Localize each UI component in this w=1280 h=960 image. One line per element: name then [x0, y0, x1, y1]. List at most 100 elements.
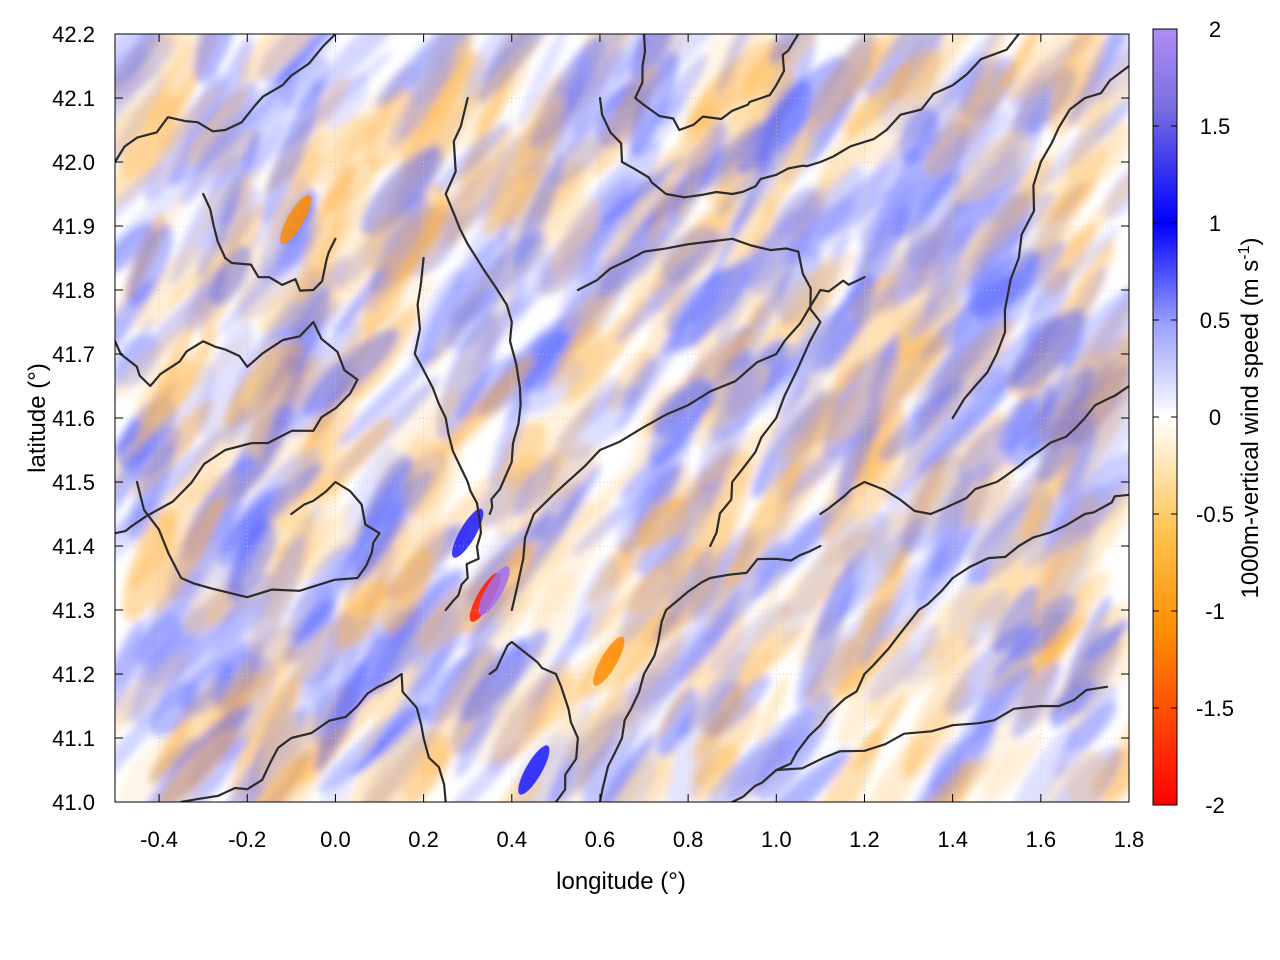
field-cell — [866, 631, 967, 720]
field-cell — [1066, 701, 1118, 752]
x-tick-label: -0.2 — [228, 827, 266, 852]
field-cell — [217, 227, 316, 336]
field-cell — [299, 600, 393, 685]
contour-line — [510, 276, 866, 612]
field-cell — [967, 475, 1044, 570]
colorbar-tick-label: -1.5 — [1196, 696, 1234, 721]
field-cell — [661, 249, 766, 356]
field-cell — [122, 508, 178, 622]
field-cell — [491, 661, 572, 767]
field-cell — [1065, 140, 1129, 258]
field-cell — [914, 469, 972, 606]
field-cell — [910, 754, 993, 802]
y-tick-label: 42.1 — [52, 86, 95, 111]
field-cell — [707, 34, 770, 101]
contour-line — [115, 320, 359, 535]
field-cell — [964, 589, 1008, 650]
field-cell — [412, 549, 512, 669]
colorbar-tick-label: -1 — [1205, 599, 1225, 624]
contour-line — [819, 384, 1129, 516]
y-axis: 41.0 41.1 41.2 41.3 41.4 41.5 41.6 41.7 41.8 41.9… — [52, 22, 1129, 815]
contour-line — [576, 237, 822, 548]
field-cell — [362, 252, 415, 335]
field-cell — [447, 126, 511, 247]
field-cell — [115, 620, 144, 724]
field-cell — [513, 155, 564, 269]
field-cell — [565, 430, 673, 538]
field-cell — [964, 457, 1014, 528]
field-cell — [269, 150, 321, 239]
x-axis: -0.4 -0.2 0.0 0.2 0.4 0.6 0.8 1.0 1.2 1.4 1.6 1.8 — [140, 34, 1144, 852]
field-cell — [435, 352, 533, 458]
field-cell — [314, 661, 367, 773]
x-tick-label: 1.4 — [937, 827, 968, 852]
field-cell — [498, 538, 570, 623]
field-cell — [131, 317, 197, 460]
field-cell — [600, 156, 684, 227]
x-axis-label: longitude (°) — [556, 868, 686, 895]
x-tick-label: 0.2 — [408, 827, 439, 852]
field-cell — [1009, 136, 1065, 227]
field-cell — [158, 726, 240, 802]
colorbar-label-close: ) — [1237, 237, 1264, 245]
field-feature — [518, 745, 550, 795]
field-cell — [779, 510, 859, 644]
field-cell — [704, 153, 773, 293]
field-feature — [478, 566, 510, 616]
field-cell — [115, 162, 164, 238]
field-cell — [853, 407, 899, 489]
field-cell — [763, 115, 816, 224]
field-cell — [1090, 120, 1129, 183]
contour-line — [202, 192, 337, 292]
field-cell — [1035, 144, 1107, 260]
y-tick-label: 41.6 — [52, 406, 95, 431]
y-axis-label: latitude (°) — [24, 363, 51, 473]
field-cell — [382, 547, 434, 635]
field-cell — [636, 496, 689, 550]
field-cell — [552, 73, 650, 188]
field-cell — [198, 320, 254, 439]
field-cell — [828, 136, 904, 259]
contour-line — [444, 96, 522, 516]
field-cell — [656, 687, 698, 758]
field-cell — [509, 369, 609, 482]
field-cell — [261, 455, 310, 511]
field-cell — [151, 519, 240, 632]
field-cell — [716, 153, 773, 218]
field-cell — [898, 105, 939, 165]
field-cell — [1035, 408, 1093, 485]
field-cell — [1014, 154, 1080, 275]
field-cell — [724, 57, 775, 155]
field-cell — [463, 34, 510, 102]
field-cell — [836, 513, 928, 619]
field-cell — [1066, 626, 1121, 716]
field-cell — [509, 249, 554, 318]
colorbar-tick-label: -0.5 — [1196, 502, 1234, 527]
field-cell — [769, 34, 805, 66]
field-cell — [156, 595, 260, 714]
field-cell — [753, 509, 833, 582]
field-cell — [549, 324, 602, 390]
field-cell — [555, 385, 640, 461]
field-cell — [239, 34, 331, 85]
field-cell — [574, 680, 626, 792]
field-cell — [312, 34, 418, 97]
wind-field-texture — [115, 34, 1129, 802]
field-cell — [1009, 594, 1078, 662]
field-cell — [911, 727, 996, 802]
field-cell — [615, 230, 726, 344]
contour-line — [135, 480, 381, 599]
field-cell — [993, 584, 1040, 654]
field-cell — [673, 101, 716, 175]
field-cell — [796, 564, 855, 708]
field-cell — [592, 730, 657, 802]
field-cell — [209, 104, 270, 190]
field-cell — [572, 34, 634, 137]
field-cell — [625, 606, 735, 711]
colorbar-label: 1000m-vertical wind speed (m s-1) — [1236, 237, 1264, 598]
field-cell — [653, 494, 702, 599]
field-cell — [878, 381, 966, 462]
field-cell — [461, 65, 530, 151]
field-cell — [126, 224, 173, 308]
